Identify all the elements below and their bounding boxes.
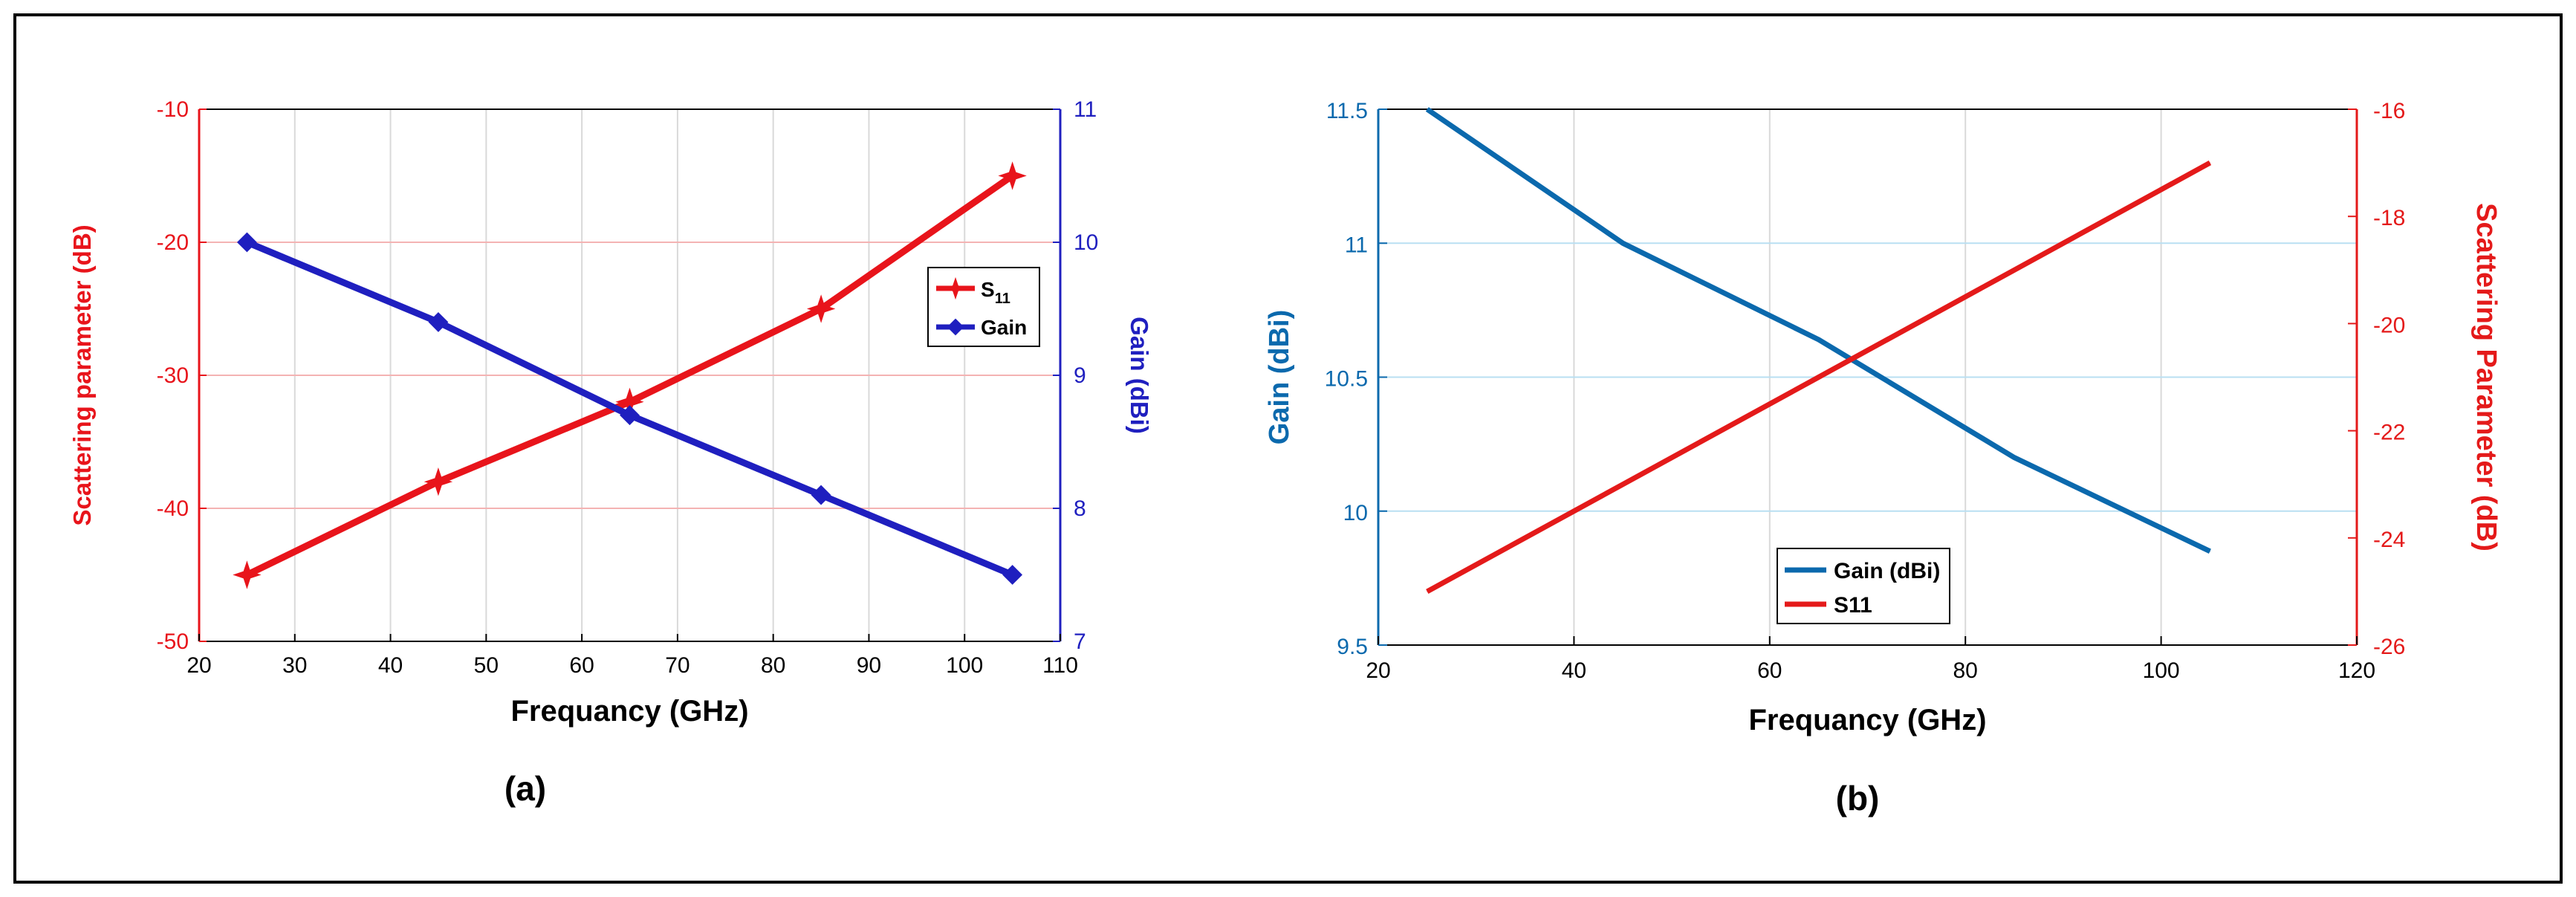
chart-b-left-tick-label: 11.5 [1326, 99, 1368, 123]
chart-b-left-tick-label: 10 [1343, 501, 1368, 525]
chart-a-gain-point [428, 311, 449, 332]
chart-a-x-tick-label: 40 [378, 653, 403, 678]
chart-a-legend-s11-main: S [981, 278, 995, 301]
chart-b-left-axis-title: Gain (dBi) [1264, 310, 1295, 445]
chart-b: 20 40 60 80 100 120 9.5 10 10.5 11 11.5 -26 -24 -22 -2… [1264, 99, 2502, 817]
chart-a-legend: S11 Gain [927, 267, 1040, 347]
chart-b-x-tick-label: 60 [1757, 658, 1782, 683]
chart-a-gain-point [1002, 565, 1023, 585]
chart-a-right-tick-label: 11 [1074, 97, 1097, 122]
chart-b-x-tick-label: 80 [1953, 658, 1978, 683]
chart-a-legend-s11-subscript: 11 [995, 291, 1010, 307]
chart-a-left-axis-title: Scattering parameter (dB) [68, 224, 96, 525]
chart-b-s11-point [1818, 377, 1820, 378]
chart-a-legend-s11-label: S11 [981, 278, 1010, 307]
chart-b-legend: Gain (dBi) S11 [1777, 548, 1950, 624]
chart-a-legend-box [927, 267, 1040, 347]
chart-b-left-tick-label: 11 [1345, 233, 1368, 257]
chart-a-right-tick-label: 10 [1074, 230, 1098, 255]
panel-label-b: (b) [1836, 779, 1880, 817]
chart-a-x-tick-label: 70 [665, 653, 690, 678]
chart-a-x-tick-label: 110 [1042, 653, 1078, 678]
chart-a-left-tick-label: -50 [157, 629, 189, 654]
chart-a: 20 30 40 50 60 70 80 90 100 110 -50 -40 -30 -20 -10 7 8 9… [68, 97, 1153, 808]
chart-b-right-tick-label: -24 [2373, 528, 2405, 552]
chart-a-left-tick-label: -10 [157, 97, 189, 122]
chart-b-right-tick-label: -20 [2373, 313, 2405, 337]
chart-a-x-tick-label: 30 [282, 653, 307, 678]
chart-a-s11-point [806, 294, 836, 323]
chart-b-series-gain-line [1425, 107, 2211, 554]
chart-b-gain-point [2014, 457, 2015, 459]
chart-a-x-tick-label: 20 [186, 653, 211, 678]
chart-a-x-tick-label: 80 [761, 653, 785, 678]
chart-a-gain-point [811, 485, 831, 505]
chart-a-s11-point [998, 161, 1027, 190]
chart-b-legend-gain-label: Gain (dBi) [1834, 559, 1940, 583]
chart-b-x-tick-label: 20 [1366, 658, 1390, 683]
chart-a-left-tick-label: -30 [157, 363, 189, 388]
chart-a-left-tick-label: -40 [157, 496, 189, 521]
chart-a-legend-gain-marker [947, 318, 964, 336]
chart-a-legend-gain-label: Gain [981, 316, 1027, 339]
chart-b-right-tick-label: -18 [2373, 206, 2405, 230]
chart-a-s11-point [424, 467, 453, 496]
chart-b-x-tick-label: 100 [2143, 658, 2180, 683]
chart-a-right-axis-title: Gain (dBi) [1126, 317, 1153, 434]
figure-canvas: 20 30 40 50 60 70 80 90 100 110 -50 -40 -30 -20 -10 7 8 9… [68, 97, 2502, 817]
chart-a-x-tick-label: 60 [569, 653, 594, 678]
chart-a-s11-point [233, 560, 262, 589]
panel-label-a: (a) [505, 769, 546, 808]
chart-b-left-tick-label: 9.5 [1337, 635, 1368, 659]
chart-a-gain-point [620, 405, 640, 426]
figure-frame: 20 30 40 50 60 70 80 90 100 110 -50 -40 -30 -20 -10 7 8 9… [13, 13, 2563, 884]
chart-a-gain-point [236, 232, 257, 253]
chart-b-right-tick-label: -22 [2373, 421, 2405, 445]
chart-a-legend-s11-marker [944, 276, 967, 300]
chart-b-legend-box [1777, 548, 1950, 624]
chart-a-x-tick-label: 100 [946, 653, 983, 678]
chart-b-x-tick-label: 40 [1562, 658, 1586, 683]
chart-a-right-tick-label: 7 [1074, 629, 1086, 654]
chart-a-x-axis-title: Frequancy (GHz) [510, 695, 748, 728]
chart-b-right-tick-label: -26 [2373, 635, 2405, 659]
chart-b-legend-s11-label: S11 [1834, 593, 1872, 618]
chart-b-s11-point [2014, 269, 2015, 271]
chart-b-x-axis-title: Frequancy (GHz) [1748, 704, 1986, 736]
chart-a-left-tick-label: -20 [157, 230, 189, 255]
chart-b-right-tick-label: -16 [2373, 99, 2405, 123]
chart-b-right-axis-title: Scattering Parameter (dB) [2470, 203, 2502, 551]
chart-a-right-tick-label: 8 [1074, 496, 1086, 521]
chart-a-x-tick-label: 50 [474, 653, 499, 678]
chart-b-x-tick-label: 120 [2338, 658, 2375, 683]
chart-a-right-tick-label: 9 [1074, 363, 1086, 388]
chart-b-left-tick-label: 10.5 [1325, 367, 1368, 392]
chart-a-x-tick-label: 90 [857, 653, 881, 678]
